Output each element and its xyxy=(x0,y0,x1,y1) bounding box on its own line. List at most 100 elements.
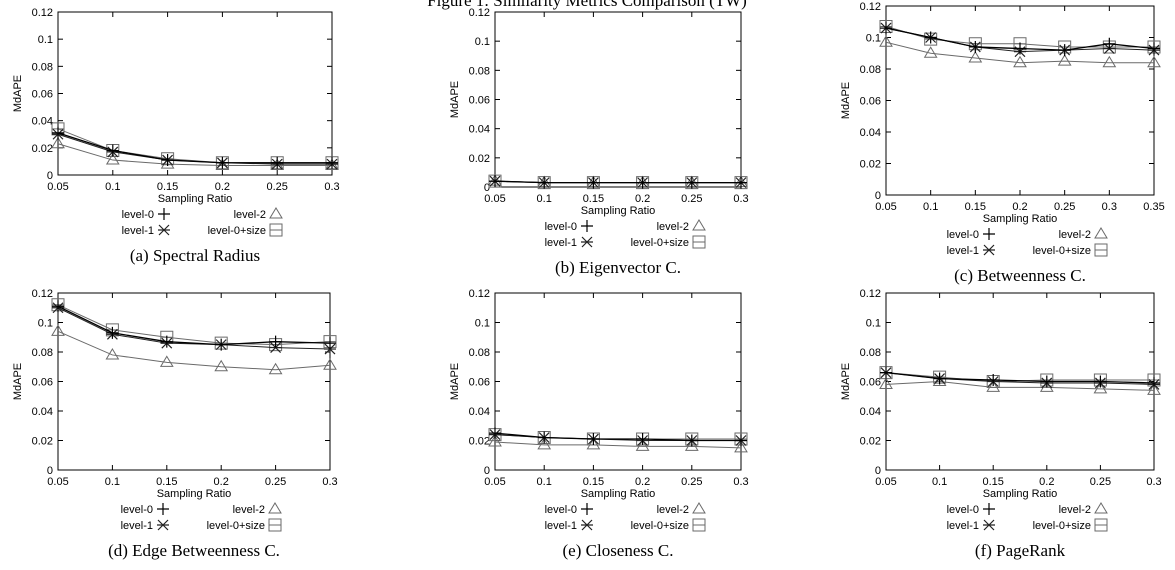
legend-marker-level-0-size xyxy=(692,518,706,532)
legend-marker-level-0 xyxy=(983,228,995,240)
legend-marker-level-2 xyxy=(692,219,706,231)
data-point-level-0 xyxy=(271,156,284,169)
chart-panel-3: 0 0.02 0.04 0.06 0.08 0.1 0.12 0.05 0.1 0.15 0.2 0.… xyxy=(840,1,1165,285)
x-tick-label: 0.05 xyxy=(47,181,68,193)
series-line-level-0 xyxy=(494,432,741,442)
data-point-level-2 xyxy=(1093,381,1108,394)
x-axis-label: Sampling Ratio xyxy=(983,213,1058,225)
plot-frame xyxy=(57,292,331,471)
y-tick-label: 0.08 xyxy=(860,347,881,359)
legend-label: level-0+size xyxy=(208,225,266,237)
chart-panel-2: 0 0.02 0.04 0.06 0.08 0.1 0.12 0.05 0.1 0.15 0.2 0.… xyxy=(449,7,749,277)
x-tick-label: 0.1 xyxy=(537,193,552,205)
chart-panel-4: 0 0.02 0.04 0.06 0.08 0.1 0.12 0.05 0.1 0.15 0.2 0.… xyxy=(12,288,338,560)
y-tick-label: 0.12 xyxy=(32,7,53,19)
y-tick-label: 0.04 xyxy=(32,116,53,128)
panel-caption: (a) Spectral Radius xyxy=(130,246,260,265)
y-tick-label: 0.02 xyxy=(32,436,53,448)
data-point-level-0 xyxy=(52,300,64,313)
y-tick-label: 0.04 xyxy=(32,406,53,418)
legend-label: level-0 xyxy=(122,209,154,221)
legend-marker-level-0-size xyxy=(692,235,706,249)
legend: level-0 level-2 level-1 level-0+size xyxy=(122,207,283,237)
y-tick-label: 0.1 xyxy=(475,318,490,330)
y-axis-label: MdAPE xyxy=(12,75,24,112)
data-point-level-2 xyxy=(1057,54,1072,66)
chart-panel-5: 0 0.02 0.04 0.06 0.08 0.1 0.12 0.05 0.1 0.15 0.2 0.… xyxy=(449,288,749,560)
data-point-level-0 xyxy=(1148,376,1160,389)
legend-marker-level-0-size xyxy=(1094,243,1108,257)
y-tick-label: 0.1 xyxy=(866,318,881,330)
legend: level-0 level-2 level-1 level-0+size xyxy=(947,502,1108,532)
x-tick-label: 0.05 xyxy=(484,193,505,205)
y-tick-label: 0.1 xyxy=(475,36,490,48)
panel-caption: (b) Eigenvector C. xyxy=(555,258,681,277)
data-point-level-0 xyxy=(489,175,501,188)
legend-label: level-0+size xyxy=(207,520,265,532)
data-point-level-2 xyxy=(215,158,230,170)
x-tick-label: 0.15 xyxy=(157,181,178,193)
legend-label: level-2 xyxy=(657,221,689,233)
series-line-level-0 xyxy=(57,305,331,346)
y-tick-label: 0 xyxy=(875,190,881,202)
x-tick-label: 0.25 xyxy=(681,193,702,205)
figure-title: Figure 1: Similarity Metrics Comparison … xyxy=(427,0,747,10)
x-axis-label: Sampling Ratio xyxy=(581,205,656,217)
data-point-level-2 xyxy=(214,359,229,372)
data-point-level-0 xyxy=(969,40,982,53)
data-point-level-0 xyxy=(489,427,501,440)
legend-marker-level-1 xyxy=(157,519,169,531)
data-point-level-2 xyxy=(105,347,120,360)
y-tick-label: 0.02 xyxy=(860,436,881,448)
panel-caption: (f) PageRank xyxy=(975,541,1066,560)
x-tick-label: 0.1 xyxy=(105,181,120,193)
legend-label: level-1 xyxy=(947,520,979,532)
chart-panel-6: 0 0.02 0.04 0.06 0.08 0.1 0.12 0.05 0.1 0.15 0.2 0.… xyxy=(840,288,1162,560)
data-point-level-0 xyxy=(685,176,698,189)
legend-label: level-1 xyxy=(122,225,154,237)
data-point-level-0 xyxy=(924,31,937,44)
legend-label: level-1 xyxy=(121,520,153,532)
legend: level-0 level-2 level-1 level-0+size xyxy=(121,502,282,532)
legend-label: level-0 xyxy=(545,221,577,233)
legend: level-0 level-2 level-1 level-0+size xyxy=(545,502,706,532)
data-point-level-2 xyxy=(932,374,947,386)
legend-marker-level-2 xyxy=(269,207,283,219)
x-tick-label: 0.25 xyxy=(266,181,287,193)
data-point-level-2 xyxy=(879,377,893,389)
y-tick-label: 0.12 xyxy=(32,288,53,300)
data-point-level-2 xyxy=(1013,55,1027,68)
legend-label: level-0+size xyxy=(1033,245,1091,257)
data-point-level-2 xyxy=(1147,55,1161,68)
y-tick-label: 0.08 xyxy=(32,347,53,359)
x-tick-label: 0.1 xyxy=(105,476,120,488)
y-tick-label: 0.12 xyxy=(469,7,490,19)
y-tick-label: 0.02 xyxy=(860,159,881,171)
legend: level-0 level-2 level-1 level-0+size xyxy=(545,219,706,249)
series-line-level-2 xyxy=(57,143,332,166)
y-axis-label: MdAPE xyxy=(840,82,852,119)
data-point-level-0 xyxy=(735,434,747,447)
data-point-level-0 xyxy=(160,335,173,348)
legend-marker-level-0 xyxy=(581,220,593,232)
x-tick-label: 0.1 xyxy=(537,476,552,488)
y-tick-label: 0.08 xyxy=(469,65,490,77)
legend-label: level-0 xyxy=(947,504,979,516)
y-tick-label: 0.04 xyxy=(860,127,881,139)
data-point-level-0 xyxy=(987,374,1000,387)
x-tick-label: 0.2 xyxy=(1012,201,1027,213)
y-tick-label: 0.04 xyxy=(469,406,490,418)
data-point-level-0 xyxy=(587,433,600,446)
data-point-level-2 xyxy=(159,355,174,367)
data-point-level-0 xyxy=(324,337,336,350)
x-tick-label: 0.05 xyxy=(875,201,896,213)
data-point-level-0 xyxy=(933,372,946,385)
x-tick-label: 0.1 xyxy=(923,201,938,213)
y-axis-label: MdAPE xyxy=(12,363,24,400)
series-line-level-1 xyxy=(57,133,332,165)
legend-label: level-1 xyxy=(545,237,577,249)
series-line-level-0 xyxy=(57,132,332,164)
y-tick-label: 0.02 xyxy=(32,143,53,155)
data-point-level-0 xyxy=(1148,42,1160,55)
x-tick-label: 0.15 xyxy=(965,201,986,213)
